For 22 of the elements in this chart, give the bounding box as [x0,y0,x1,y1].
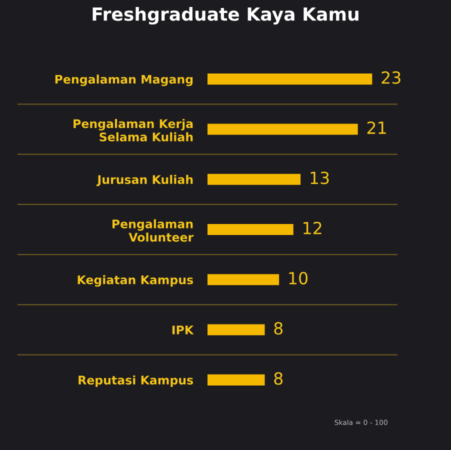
y-tick-label: Kegiatan Kampus [78,275,194,287]
chart-title: Freshgraduate Kaya Kamu [92,6,358,25]
bar [207,74,372,85]
y-tick-label: Pengalaman Kerja Selama Kuliah [74,118,193,142]
y-tick-label: Pengalaman Magang [55,74,193,86]
data-label: 23 [382,71,400,84]
bar [207,224,294,236]
y-tick-label: Pengalaman Volunteer [112,219,194,242]
data-label: 8 [274,372,283,385]
bar [207,124,358,135]
y-tick-label: Reputasi Kampus [78,375,194,387]
data-label: 12 [304,222,322,234]
data-label: 8 [274,322,283,335]
bar [207,324,265,336]
data-label: 10 [289,272,308,284]
bar [207,274,280,286]
bar [207,174,301,185]
data-label: 13 [310,172,329,184]
bar [207,374,265,386]
y-tick-label: Jurusan Kuliah [96,174,193,186]
y-tick-label: IPK [172,326,194,334]
data-label: 21 [367,121,386,134]
